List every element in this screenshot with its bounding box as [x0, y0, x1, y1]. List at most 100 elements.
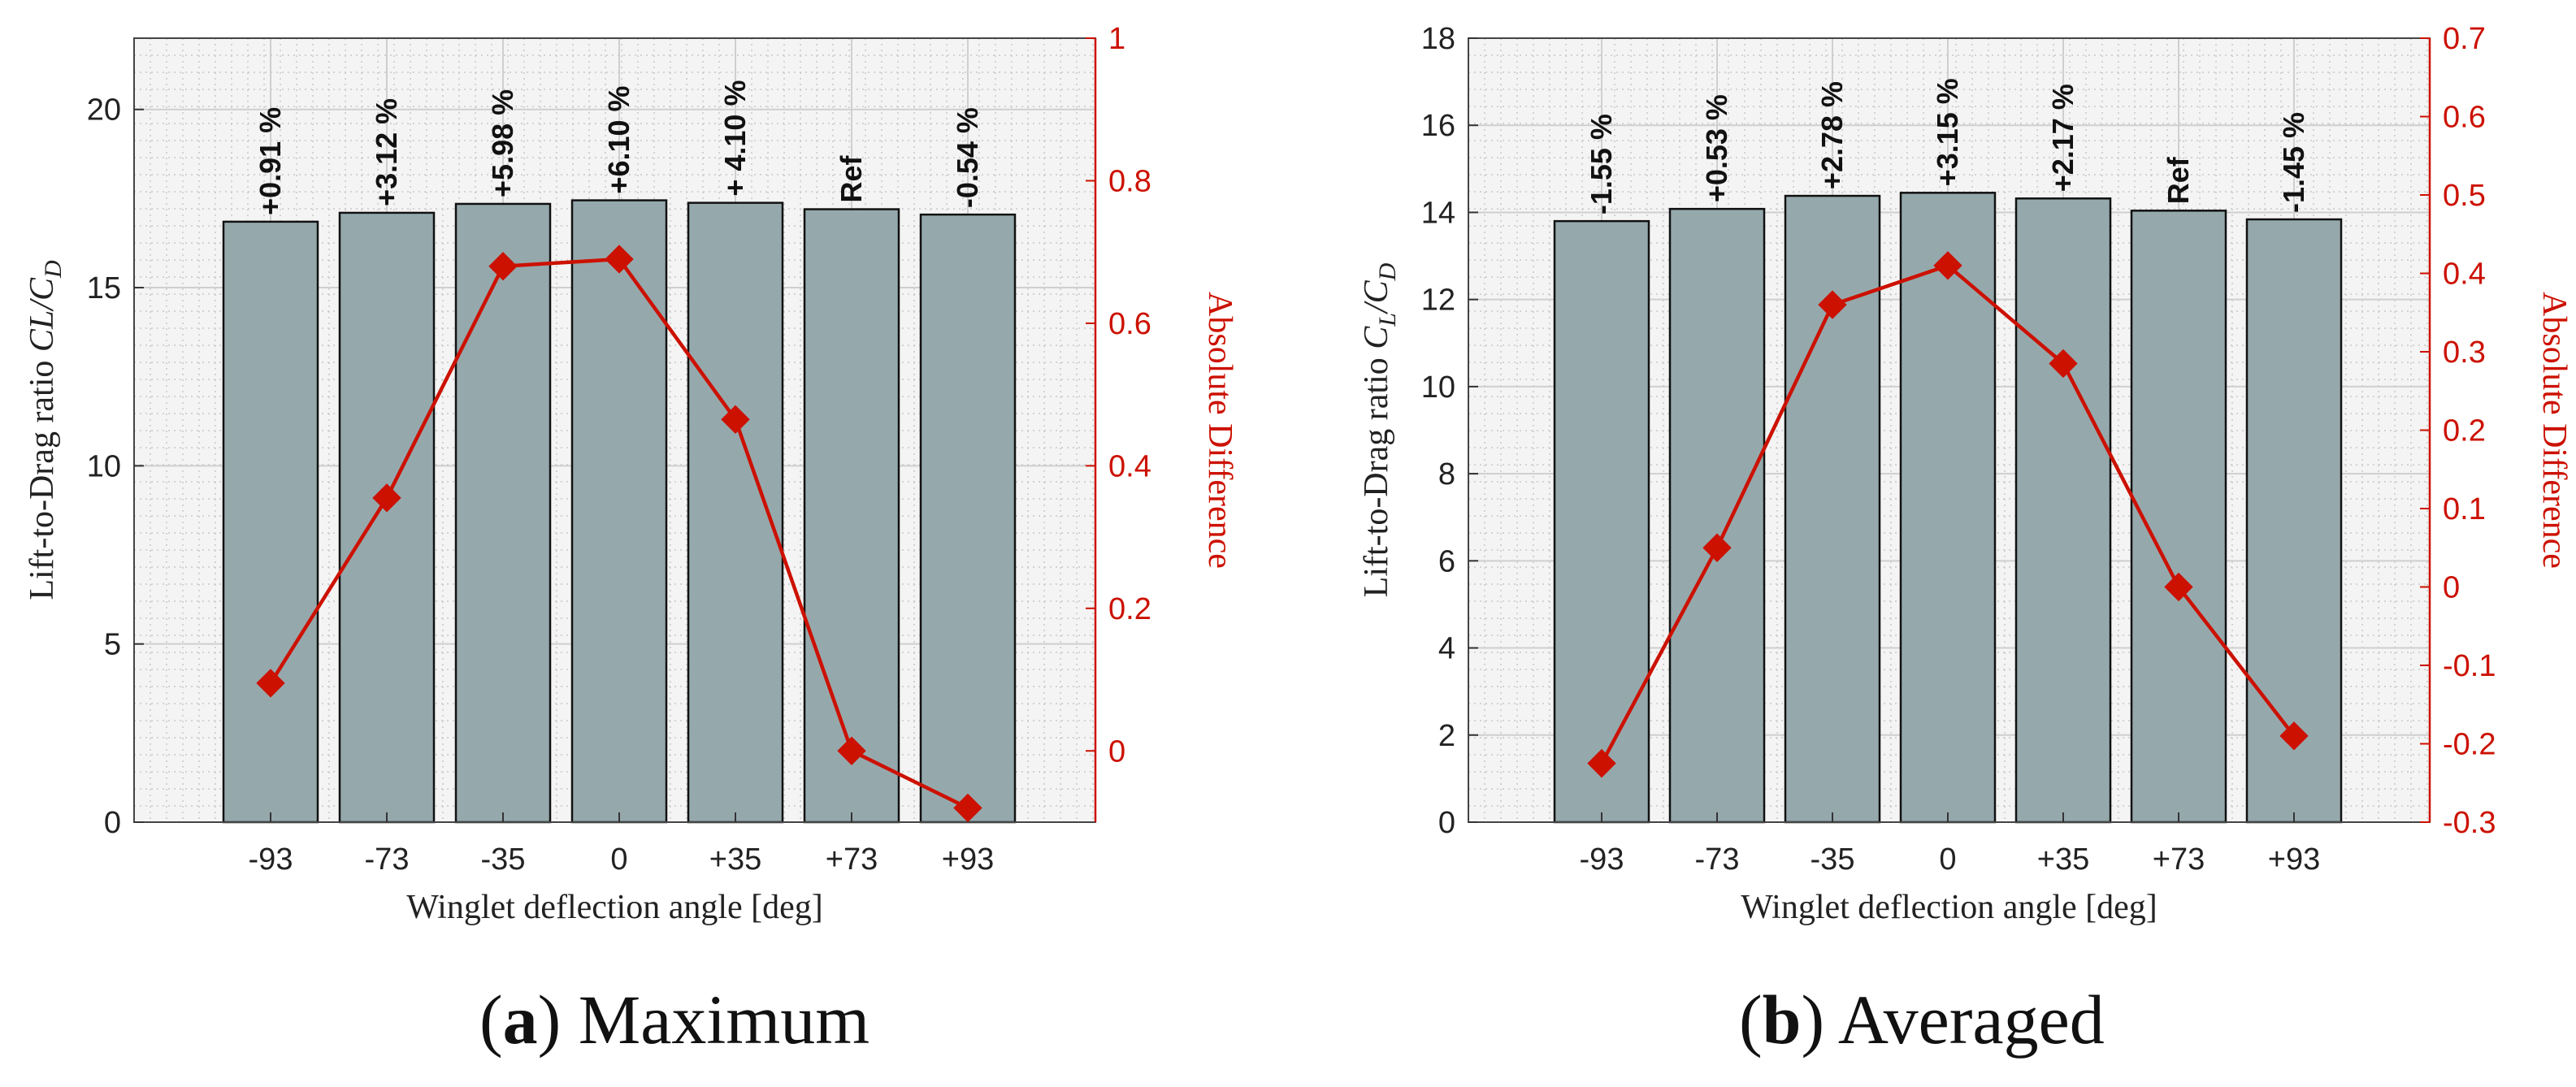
data-point-marker — [953, 793, 982, 823]
chart-panel-a: +0.91 % +3.12 % +5.98 % +6.10 % + 4.10 % Ref -… — [24, 22, 1238, 926]
caption-a: (a) Maximum — [479, 981, 870, 1059]
y2-tick-label: 0.5 — [2443, 179, 2486, 213]
y-axis-label: Lift-to-Drag ratio CL/CD — [24, 260, 67, 600]
bar — [1668, 207, 1766, 824]
y2-tick-label: 0.8 — [1108, 164, 1151, 198]
bar-label: Ref — [835, 155, 868, 203]
data-point-marker — [1818, 290, 1847, 319]
bar-label: +3.12 % — [370, 98, 403, 206]
x-tick-label: -93 — [249, 842, 293, 877]
y-tick-label: 20 — [87, 93, 121, 128]
caption-b: (b) Averaged — [1739, 981, 2105, 1059]
data-point-marker — [1933, 251, 1962, 280]
bar — [803, 208, 900, 824]
bar-label: -0.54 % — [951, 107, 984, 208]
y-tick-label: 5 — [104, 628, 121, 662]
line-series — [256, 245, 982, 823]
y2-tick-label: 0.6 — [1108, 307, 1151, 341]
y2-tick-label: 0.2 — [1108, 592, 1151, 626]
bar-label: Ref — [2162, 156, 2195, 204]
bar-label: +2.78 % — [1815, 81, 1849, 189]
y2-tick-label: 0.3 — [2443, 336, 2486, 370]
y2-axis-label: Absolute Difference — [2535, 292, 2573, 569]
y-tick-label: 10 — [87, 449, 121, 483]
x-tick-label: -35 — [1811, 842, 1855, 877]
bar-label: +6.10 % — [602, 85, 635, 193]
bar-label: +5.98 % — [486, 89, 519, 197]
chart-panel-b: -1.55 % +0.53 % +2.78 % +3.15 % +2.17 % Ref -1… — [1358, 22, 2573, 926]
data-point-marker — [256, 669, 285, 698]
y2-tick-label: -0.1 — [2443, 649, 2496, 683]
caption-b-letter: b — [1762, 981, 1802, 1059]
y-tick-label: 10 — [1421, 370, 1455, 405]
y2-tick-label: 0 — [2443, 571, 2460, 605]
bar-label: -1.45 % — [2277, 112, 2310, 213]
y2-tick-label: 0.6 — [2443, 101, 2486, 135]
y-tick-label: 2 — [1438, 719, 1455, 753]
caption-b-text: Averaged — [1837, 981, 2105, 1059]
y-tick-label: 18 — [1421, 22, 1455, 56]
bar-label: +3.15 % — [1931, 78, 1964, 186]
y2-tick-label: 0 — [1108, 734, 1125, 769]
x-tick-label: -73 — [365, 842, 410, 877]
x-tick-label: -35 — [481, 842, 526, 877]
bar — [570, 199, 668, 824]
y2-tick-label: 0.4 — [2443, 258, 2486, 292]
y2-tick-label: 1 — [1108, 22, 1125, 56]
bar — [2014, 197, 2112, 824]
y2-tick-label: 0.7 — [2443, 22, 2486, 56]
y2-tick-label: 0.2 — [2443, 414, 2486, 448]
data-point-marker — [605, 245, 634, 274]
data-point-marker — [837, 736, 866, 765]
bar — [338, 211, 436, 824]
data-point-marker — [2279, 721, 2309, 751]
y-tick-label: 6 — [1438, 544, 1455, 578]
bar — [2245, 218, 2343, 824]
bar-label: +0.91 % — [254, 107, 287, 215]
x-tick-label: +35 — [2037, 842, 2089, 877]
data-point-marker — [1587, 748, 1616, 778]
bar — [919, 213, 1017, 824]
y2-tick-label: 0.1 — [2443, 492, 2486, 526]
x-axis-label: Winglet deflection angle [deg] — [1741, 889, 2158, 926]
bar-label: -1.55 % — [1585, 114, 1618, 214]
x-tick-label: +35 — [709, 842, 761, 877]
bar — [1899, 192, 1997, 824]
y-tick-label: 16 — [1421, 109, 1455, 143]
x-tick-label: +73 — [2153, 842, 2205, 877]
y2-tick-label: -0.2 — [2443, 728, 2496, 762]
caption-a-text: Maximum — [578, 981, 870, 1059]
x-tick-label: +93 — [942, 842, 994, 877]
data-point-marker — [1702, 533, 1732, 562]
x-tick-label: +93 — [2268, 842, 2320, 877]
y-tick-label: 4 — [1438, 632, 1455, 666]
y-tick-label: 15 — [87, 271, 121, 305]
y-tick-label: 0 — [104, 806, 121, 840]
data-point-marker — [372, 483, 401, 513]
bar-label: + 4.10 % — [718, 80, 752, 197]
bar — [1553, 219, 1650, 824]
line-series — [1587, 251, 2309, 778]
y-tick-label: 12 — [1421, 284, 1455, 318]
y-tick-label: 8 — [1438, 457, 1455, 492]
y2-tick-label: -0.3 — [2443, 806, 2496, 840]
x-tick-label: -93 — [1580, 842, 1624, 877]
bar — [454, 202, 552, 824]
bar — [1784, 194, 1881, 824]
y-tick-label: 14 — [1421, 196, 1455, 230]
data-point-marker — [2049, 349, 2078, 379]
x-axis-label: Winglet deflection angle [deg] — [406, 889, 823, 926]
data-point-marker — [2164, 572, 2193, 602]
y2-axis-label: Absolute Difference — [1201, 292, 1238, 569]
y2-tick-label: 0.4 — [1108, 449, 1151, 483]
data-point-marker — [721, 405, 750, 435]
x-tick-label: +73 — [826, 842, 878, 877]
y-axis-label: Lift-to-Drag ratio CL/CD — [1358, 262, 1401, 597]
bar-series — [222, 199, 1017, 824]
x-tick-label: 0 — [1939, 842, 1956, 877]
y-tick-label: 0 — [1438, 806, 1455, 840]
x-tick-label: 0 — [610, 842, 627, 877]
bar-label: +0.53 % — [1700, 94, 1733, 202]
caption-a-letter: a — [502, 981, 538, 1059]
